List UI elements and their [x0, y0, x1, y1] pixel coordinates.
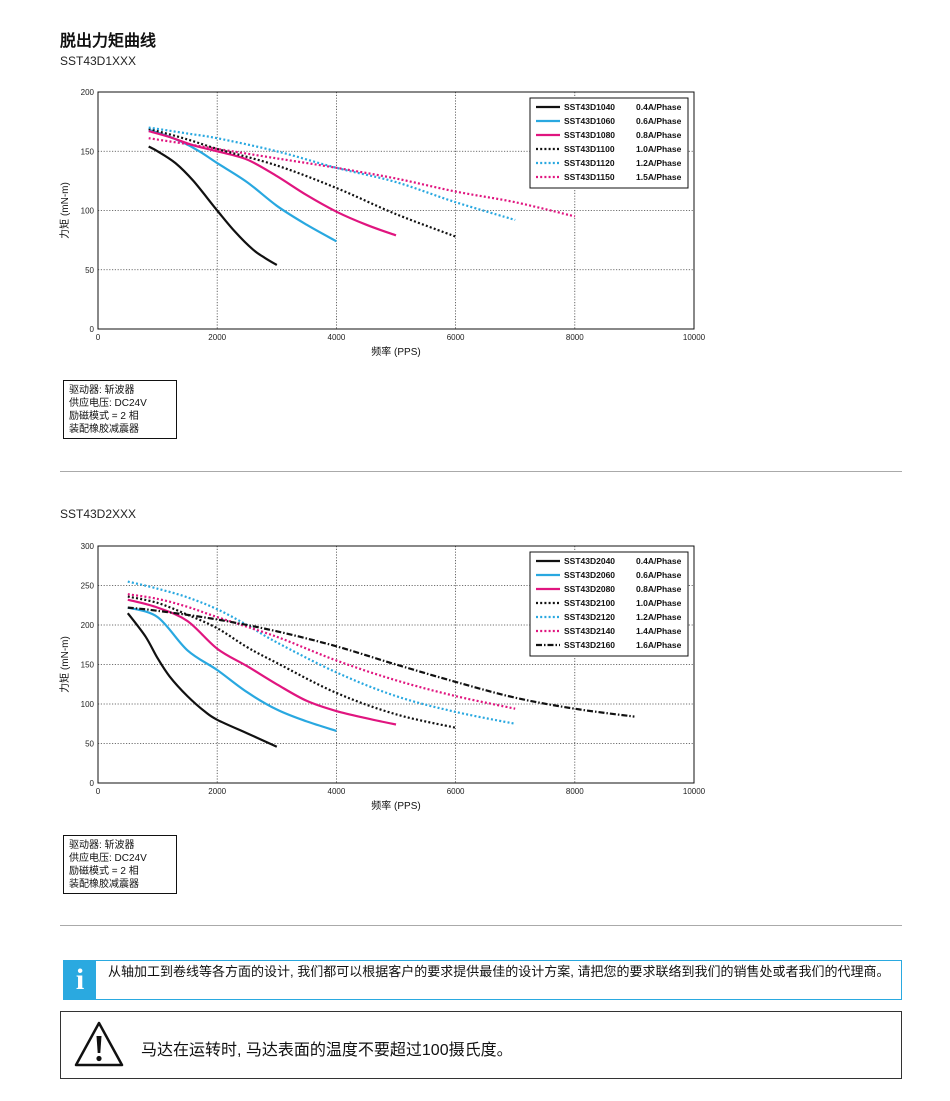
chart-2-x-tick-label: 2000	[208, 787, 226, 796]
chart-1-model: SST43D1XXX	[60, 54, 137, 68]
chart-2-legend-label: SST43D2040	[564, 556, 615, 566]
chart-1-x-tick-label: 0	[96, 333, 101, 342]
chart-1-x-tick-label: 4000	[328, 333, 346, 342]
chart-2-y-tick-label: 300	[81, 542, 95, 551]
chart-1-series-sst43d1080	[148, 130, 397, 237]
chart-2-legend-label: SST43D2100	[564, 598, 615, 608]
chart-1-legend-current: 0.6A/Phase	[636, 116, 682, 126]
chart-2-y-tick-label: 100	[81, 700, 95, 709]
chart-2-x-axis-label: 频率 (PPS)	[371, 799, 420, 812]
chart-1-legend-label: SST43D1150	[564, 172, 615, 182]
info-box: i 从轴加工到卷线等各方面的设计, 我们都可以根据客户的要求提供最佳的设计方案,…	[63, 960, 902, 1000]
chart-2-series-sst43d2060	[127, 606, 337, 732]
chart-2-legend-current: 0.6A/Phase	[636, 570, 682, 580]
chart-1-plot-frame	[97, 91, 695, 330]
page-title: 脱出力矩曲线	[60, 33, 157, 50]
chart-2-x-tick-label: 6000	[447, 787, 465, 796]
chart-2-y-tick-label: 200	[81, 621, 95, 630]
chart-2-condition-driver: 驱动器: 斩波器	[69, 840, 135, 851]
chart-2-plot-frame	[97, 545, 695, 784]
chart-1-series-sst43d1100	[148, 127, 456, 238]
chart-1-x-tick-label: 2000	[208, 333, 226, 342]
chart-1-y-tick-label: 50	[85, 266, 94, 275]
chart-1-y-tick-label: 100	[81, 207, 95, 216]
chart-1-y-tick-label: 0	[90, 325, 95, 334]
chart-2-legend-label: SST43D2060	[564, 570, 615, 580]
chart-2-legend-current: 1.2A/Phase	[636, 612, 682, 622]
chart-2-legend-label: SST43D2120	[564, 612, 615, 622]
chart-1-series-sst43d1120	[148, 126, 516, 222]
chart-2-y-tick-label: 50	[85, 740, 94, 749]
chart-2-x-tick-label: 0	[96, 787, 101, 796]
chart-2-torque-curve: 0 50 100 150 200 250 300 0 2000 4000 6000 8000 10000…	[58, 542, 706, 812]
chart-1-legend-current: 0.4A/Phase	[636, 102, 682, 112]
chart-2-legend-label: SST43D2140	[564, 626, 615, 636]
chart-2-series-sst43d2120	[127, 580, 516, 725]
chart-1-legend-current: 1.2A/Phase	[636, 158, 682, 168]
chart-1-series-sst43d1150	[148, 137, 576, 218]
section-divider	[60, 471, 902, 472]
chart-2-legend-current: 0.4A/Phase	[636, 556, 682, 566]
chart-2-series-sst43d2140	[127, 593, 516, 710]
chart-1-condition-excitation: 励磁模式 = 2 相	[69, 411, 139, 422]
chart-2-model: SST43D2XXX	[60, 507, 137, 521]
chart-1-x-tick-label: 8000	[566, 333, 584, 342]
chart-1-condition-driver: 驱动器: 斩波器	[69, 385, 135, 396]
chart-2-x-tick-label: 8000	[566, 787, 584, 796]
chart-1-x-tick-label: 6000	[447, 333, 465, 342]
chart-1-condition-damper: 装配橡胶减震器	[69, 424, 139, 435]
chart-1-legend-label: SST43D1080	[564, 130, 615, 140]
chart-2-legend-current: 1.6A/Phase	[636, 640, 682, 650]
chart-2-legend-label: SST43D2080	[564, 584, 615, 594]
chart-2-y-tick-label: 0	[90, 779, 95, 788]
chart-1-legend-current: 0.8A/Phase	[636, 130, 682, 140]
chart-1-y-tick-label: 200	[81, 88, 95, 97]
chart-1-series-sst43d1040	[148, 145, 278, 266]
chart-1-legend	[529, 97, 689, 189]
chart-2-x-tick-label: 10000	[683, 787, 706, 796]
chart-2-series-sst43d2080	[127, 598, 397, 726]
section-divider	[60, 925, 902, 926]
chart-2-legend-label: SST43D2160	[564, 640, 615, 650]
warning-box: 马达在运转时, 马达表面的温度不要超过100摄氏度。	[60, 1011, 902, 1079]
chart-1-condition-voltage: 供应电压: DC24V	[69, 398, 147, 409]
chart-2-y-axis-label: 力矩 (mN-m)	[58, 636, 71, 693]
chart-1-legend-label: SST43D1060	[564, 116, 615, 126]
chart-2-legend-current: 0.8A/Phase	[636, 584, 682, 594]
chart-2-legend-current: 1.0A/Phase	[636, 598, 682, 608]
chart-2-conditions-box: 驱动器: 斩波器 供应电压: DC24V 励磁模式 = 2 相 装配橡胶减震器	[63, 835, 177, 894]
chart-1-legend-label: SST43D1040	[564, 102, 615, 112]
chart-1-x-axis-label: 频率 (PPS)	[371, 345, 420, 358]
chart-2-x-tick-label: 4000	[328, 787, 346, 796]
warning-text: 马达在运转时, 马达表面的温度不要超过100摄氏度。	[141, 1042, 513, 1059]
chart-2-condition-voltage: 供应电压: DC24V	[69, 853, 147, 864]
chart-1-legend-label: SST43D1120	[564, 158, 615, 168]
chart-1-x-tick-label: 10000	[683, 333, 706, 342]
chart-2-series-sst43d2160	[127, 606, 635, 718]
chart-1-legend-current: 1.0A/Phase	[636, 144, 682, 154]
chart-2-series-sst43d2100	[127, 595, 456, 729]
chart-1-legend-current: 1.5A/Phase	[636, 172, 682, 182]
chart-2-legend-current: 1.4A/Phase	[636, 626, 682, 636]
chart-2-legend	[529, 551, 689, 657]
info-icon: i	[64, 961, 96, 999]
chart-2-y-tick-label: 250	[81, 582, 95, 591]
chart-2-series-sst43d2040	[126, 612, 278, 748]
chart-2-condition-excitation: 励磁模式 = 2 相	[69, 866, 139, 877]
info-text: 从轴加工到卷线等各方面的设计, 我们都可以根据客户的要求提供最佳的设计方案, 请…	[108, 964, 890, 979]
chart-1-y-tick-label: 150	[81, 147, 95, 156]
chart-2-y-tick-label: 150	[81, 661, 95, 670]
chart-1-y-axis-label: 力矩 (mN-m)	[58, 182, 71, 239]
chart-1-conditions-box: 驱动器: 斩波器 供应电压: DC24V 励磁模式 = 2 相 装配橡胶减震器	[63, 380, 177, 439]
warning-triangle-icon	[74, 1021, 124, 1067]
chart-1-legend-label: SST43D1100	[564, 144, 615, 154]
chart-2-condition-damper: 装配橡胶减震器	[69, 879, 139, 890]
